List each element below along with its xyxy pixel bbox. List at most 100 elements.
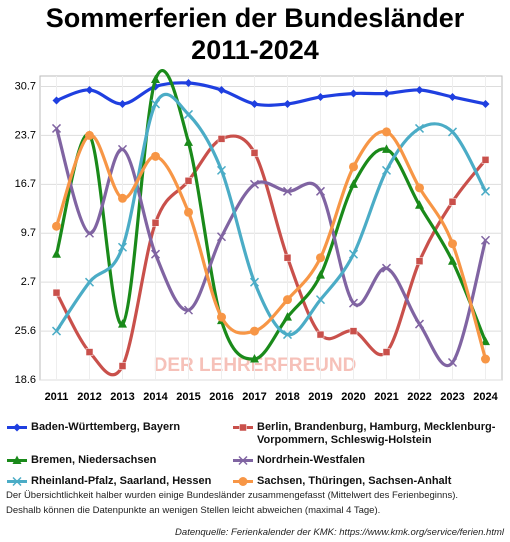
marker xyxy=(283,253,292,262)
marker xyxy=(118,193,127,203)
marker xyxy=(184,137,193,146)
x-tick-label: 2019 xyxy=(308,391,332,403)
marker xyxy=(184,177,193,185)
marker xyxy=(382,144,391,153)
marker xyxy=(184,207,193,217)
marker xyxy=(118,362,127,370)
x-tick-label: 2020 xyxy=(341,391,365,403)
marker xyxy=(117,144,128,154)
marker xyxy=(217,312,226,322)
x-tick-label: 2017 xyxy=(242,391,266,403)
marker xyxy=(315,186,326,196)
chart-title: Sommerferien der Bundesländer xyxy=(46,3,465,33)
marker xyxy=(448,239,457,249)
marker xyxy=(382,127,391,137)
y-tick-label: 2.7 xyxy=(21,276,36,288)
x-tick-label: 2016 xyxy=(209,391,233,403)
marker xyxy=(250,326,259,336)
marker xyxy=(151,151,160,161)
marker xyxy=(13,423,21,432)
marker xyxy=(249,277,260,287)
marker xyxy=(118,319,127,328)
marker xyxy=(316,92,325,101)
marker xyxy=(183,305,194,315)
marker xyxy=(415,183,424,193)
legend-item: Berlin, Brandenburg, Hamburg, Mecklenbur… xyxy=(232,421,510,447)
marker xyxy=(448,198,457,206)
x-tick-label: 2018 xyxy=(275,391,299,403)
x-tick-label: 2015 xyxy=(176,391,200,403)
marker xyxy=(382,348,391,356)
marker xyxy=(51,326,62,336)
marker xyxy=(481,354,490,364)
marker xyxy=(315,295,326,305)
marker xyxy=(249,179,260,189)
marker xyxy=(349,179,358,188)
footnote: Der Übersichtlichkeit halber wurden eini… xyxy=(6,490,458,501)
marker xyxy=(151,74,160,83)
legend-swatch xyxy=(7,423,27,432)
marker xyxy=(85,85,94,94)
marker xyxy=(316,253,325,263)
marker xyxy=(316,330,325,339)
marker xyxy=(480,186,491,196)
marker xyxy=(84,228,95,238)
marker xyxy=(217,85,226,94)
marker xyxy=(283,295,292,305)
marker xyxy=(84,277,95,287)
marker xyxy=(316,270,325,279)
marker xyxy=(448,92,457,101)
marker xyxy=(85,130,94,140)
legend-label: Berlin, Brandenburg, Hamburg, Mecklenbur… xyxy=(257,421,496,446)
marker xyxy=(349,89,358,98)
legend-item: Sachsen, Thüringen, Sachsen-Anhalt xyxy=(232,475,510,488)
series-line xyxy=(55,134,487,377)
legend-item: Rheinland-Pfalz, Saarland, Hessen xyxy=(6,475,231,488)
legend-swatch xyxy=(7,455,27,464)
marker xyxy=(238,455,248,466)
marker xyxy=(415,85,424,94)
x-tick-label: 2023 xyxy=(440,391,464,403)
marker xyxy=(481,99,490,108)
series-line xyxy=(54,127,488,368)
marker xyxy=(283,312,292,321)
legend-swatch xyxy=(233,423,253,432)
marker xyxy=(348,298,359,308)
marker xyxy=(349,162,358,172)
x-tick-label: 2024 xyxy=(473,391,498,403)
marker xyxy=(117,242,128,252)
legend-label: Sachsen, Thüringen, Sachsen-Anhalt xyxy=(257,475,452,487)
legend-item: Bremen, Niedersachsen xyxy=(6,454,231,467)
marker xyxy=(52,288,61,297)
marker xyxy=(12,455,22,464)
marker xyxy=(415,200,424,209)
marker xyxy=(118,99,127,108)
x-tick-label: 2021 xyxy=(374,391,398,403)
marker xyxy=(216,232,227,242)
legend-swatch xyxy=(7,476,27,487)
marker xyxy=(85,348,94,356)
marker xyxy=(250,99,259,108)
marker xyxy=(51,123,62,133)
y-tick-label: 9.7 xyxy=(21,227,36,239)
y-tick-label: 16.7 xyxy=(15,178,36,190)
y-tick-label: 18.6 xyxy=(15,374,36,386)
marker xyxy=(448,256,457,265)
marker xyxy=(447,357,458,368)
y-tick-label: 25.6 xyxy=(15,325,36,337)
marker xyxy=(216,165,227,175)
marker xyxy=(183,109,194,119)
source: Datenquelle: Ferienkalender der KMK: htt… xyxy=(175,527,504,538)
marker xyxy=(382,89,391,98)
series-line xyxy=(55,92,487,337)
marker xyxy=(52,249,61,258)
legend-label: Baden-Württemberg, Bayern xyxy=(31,421,181,433)
footnote: Deshalb können die Datenpunkte an wenige… xyxy=(6,505,381,516)
x-tick-label: 2014 xyxy=(143,391,168,403)
marker xyxy=(282,330,293,340)
marker xyxy=(283,99,292,108)
marker xyxy=(12,476,22,487)
marker xyxy=(481,336,490,346)
legend-swatch xyxy=(233,455,253,466)
